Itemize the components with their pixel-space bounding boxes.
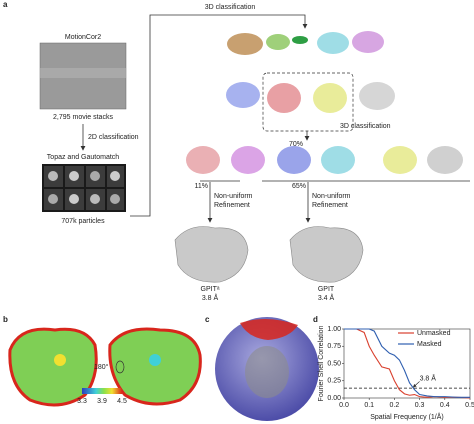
panel-label: a [3, 0, 8, 9]
step-label: 707k particles [61, 218, 105, 225]
x-tick-label: 0.3 [415, 402, 425, 409]
y-tick-label: 0.75 [327, 343, 341, 350]
x-tick-label: 0.5 [465, 402, 474, 409]
colorbar-tick: 3.3 [77, 398, 87, 405]
step-label: 3D classification [340, 123, 391, 130]
local-resolution-map [8, 327, 98, 407]
y-tick-label: 0.00 [327, 395, 341, 402]
panel-label: d [313, 315, 318, 324]
local-resolution-map [108, 327, 202, 406]
map-texture [54, 354, 66, 366]
density-map [289, 226, 364, 283]
density-map [174, 226, 249, 283]
annotation-arrow [412, 381, 420, 388]
plot-frame [343, 328, 471, 399]
x-tick-label: 0.2 [390, 402, 400, 409]
step-label: 65% [292, 183, 306, 190]
selection-box [262, 72, 354, 132]
y-tick-label: 0.25 [327, 378, 341, 385]
step-label: Refinement [312, 202, 348, 209]
step-label: 70% [289, 141, 303, 148]
fsc-line [344, 328, 470, 398]
rotation-label: 180° [94, 363, 109, 371]
colorbar-tick: 4.5 [117, 398, 127, 405]
x-tick-label: 0.4 [440, 402, 450, 409]
step-label: 3D classification [205, 4, 256, 11]
map-resolution: 3.8 Å [202, 293, 219, 302]
connector [130, 14, 308, 217]
angular-distribution-peak [240, 318, 298, 340]
annotation: 3.8 Å [420, 374, 437, 383]
y-tick-label: 0.50 [327, 360, 341, 367]
micrograph-texture [40, 68, 126, 78]
map-texture [149, 354, 161, 366]
map-name: GPITᵃ [201, 286, 220, 293]
step-label: Non-uniform [214, 193, 253, 200]
fsc-chart: 0.0 0.1 0.2 0.3 0.4 0.5 0.00 0.25 0.50 0.75 1.00 Sp… [318, 325, 474, 420]
step-label: Refinement [214, 202, 250, 209]
x-tick-label: 0.0 [339, 402, 349, 409]
map-resolution: 3.4 Å [318, 293, 335, 302]
step-label: MotionCor2 [65, 34, 101, 41]
y-axis-label: Fourier Shell Correlation [318, 325, 325, 401]
x-tick-label: 0.1 [364, 402, 374, 409]
colorbar-tick: 3.9 [97, 398, 107, 405]
colorbar [82, 388, 122, 394]
step-label: 2D classification [88, 134, 139, 141]
step-label: Topaz and Gautomatch [47, 154, 119, 161]
step-label: 11% [195, 183, 209, 190]
x-axis-label: Spatial Frequency (1/Å) [370, 412, 444, 421]
legend-label: Masked [417, 341, 442, 348]
step-label: 2,795 movie stacks [53, 114, 113, 121]
map-outline [245, 346, 289, 398]
class-maps-3d [186, 31, 463, 174]
map-name: GPIT [318, 286, 335, 293]
panel-label: b [3, 315, 8, 324]
fsc-line [344, 328, 471, 399]
legend-label: Unmasked [417, 330, 451, 337]
step-label: Non-uniform [312, 193, 351, 200]
panel-label: c [205, 315, 210, 324]
y-tick-label: 1.00 [327, 326, 341, 333]
rotation-icon [115, 360, 125, 374]
class-averages-2d [42, 164, 126, 212]
